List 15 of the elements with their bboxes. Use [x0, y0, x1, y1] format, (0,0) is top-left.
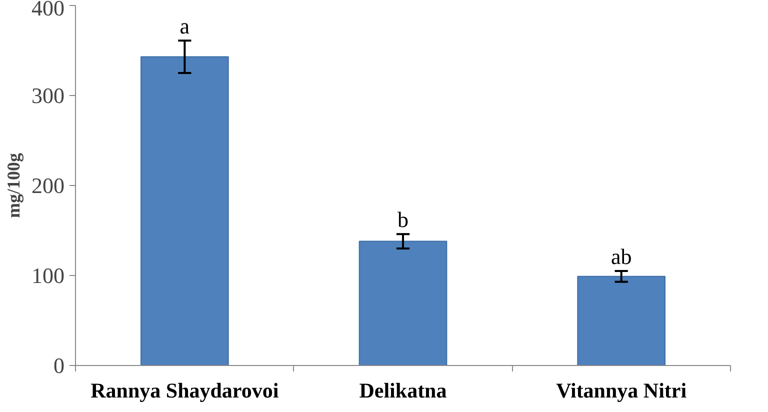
bar	[358, 240, 448, 366]
bar	[577, 276, 666, 366]
annotation: b	[398, 207, 408, 232]
x-tick-label: Vitannya Nitri	[556, 378, 687, 402]
y-tick-label: 400	[32, 0, 64, 20]
y-axis-title: mg/100g	[4, 153, 24, 218]
y-tick-label: 300	[32, 83, 64, 108]
x-tick-label: Rannya Shaydarovoi	[90, 378, 279, 402]
annotation: a	[180, 14, 190, 39]
annotation: ab	[610, 244, 632, 269]
y-tick-label: 100	[32, 263, 64, 288]
x-tick-label: Delikatna	[359, 378, 448, 402]
y-tick-label: 200	[32, 173, 64, 198]
y-tick-label: 0	[54, 353, 64, 378]
bar	[140, 56, 229, 366]
